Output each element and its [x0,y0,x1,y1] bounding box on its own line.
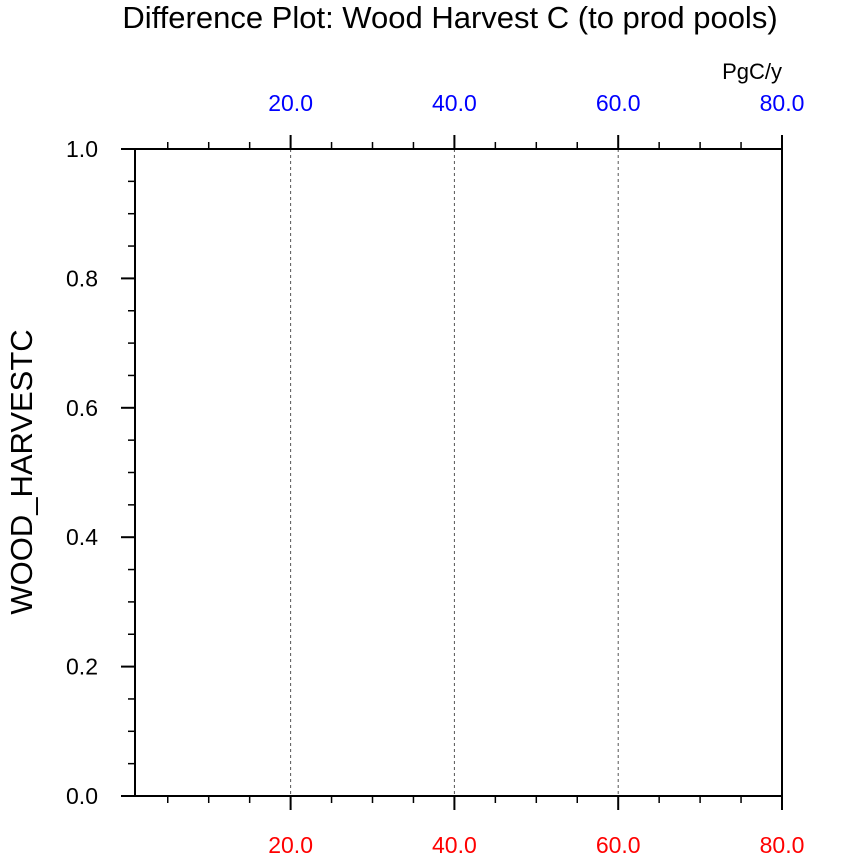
grid-lines [290,149,619,796]
x-tick-label-top: 60.0 [596,90,641,116]
y-tick-label: 0.8 [66,265,98,291]
x-tick-label-top: 80.0 [760,90,805,116]
y-tick-label: 0.6 [66,395,98,421]
x-tick-label-top: 40.0 [432,90,477,116]
x-tick-label-bottom: 60.0 [596,832,641,857]
y-axis-label: WOOD_HARVESTC [4,329,39,614]
x-tick-label-bottom: 80.0 [760,832,805,857]
y-tick-label: 0.2 [66,654,98,680]
x-tick-label-top: 20.0 [268,90,313,116]
chart-title: Difference Plot: Wood Harvest C (to prod… [122,0,777,35]
units-label: PgC/y [722,59,782,84]
plot-frame [134,148,783,797]
axis-ticks [121,135,783,810]
y-tick-label: 1.0 [66,136,98,162]
y-tick-label: 0.4 [66,524,98,550]
x-tick-label-bottom: 20.0 [268,832,313,857]
tick-labels: 20.0 40.0 60.0 80.0 20.0 40.0 60.0 80.0 0.0 0.2 0.… [66,90,804,857]
x-tick-label-bottom: 40.0 [432,832,477,857]
y-tick-label: 0.0 [66,783,98,809]
